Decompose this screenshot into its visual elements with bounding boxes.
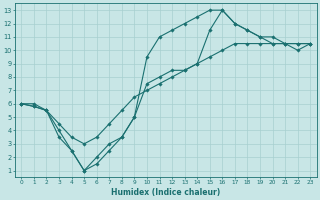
X-axis label: Humidex (Indice chaleur): Humidex (Indice chaleur) xyxy=(111,188,220,197)
